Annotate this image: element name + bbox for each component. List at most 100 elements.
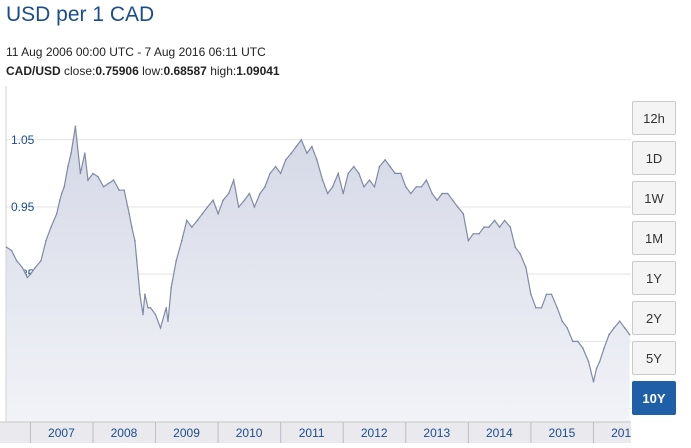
range-button-1w[interactable]: 1W: [632, 181, 676, 215]
data-point: [623, 327, 626, 329]
data-point: [159, 327, 162, 329]
series-line: [6, 126, 631, 382]
data-point: [363, 186, 365, 188]
x-tick-label: 2014: [486, 426, 513, 440]
data-point: [131, 226, 133, 228]
data-point: [503, 219, 506, 222]
data-point: [118, 189, 120, 191]
data-point: [462, 212, 465, 215]
data-point: [84, 152, 86, 154]
data-point: [321, 179, 324, 181]
data-point: [394, 172, 396, 175]
range-button-1d[interactable]: 1D: [632, 141, 676, 175]
data-point: [264, 186, 266, 188]
data-point: [97, 175, 99, 178]
data-point: [112, 179, 115, 181]
data-point: [316, 159, 318, 161]
data-point: [139, 293, 141, 296]
data-point: [175, 259, 177, 262]
data-point: [415, 186, 418, 188]
data-point: [530, 293, 532, 296]
data-point: [123, 189, 125, 191]
data-point: [232, 179, 235, 181]
data-point: [222, 199, 224, 201]
data-point: [92, 172, 94, 175]
data-point: [279, 172, 282, 175]
data-point: [191, 226, 193, 228]
data-point: [274, 165, 277, 168]
data-point: [253, 206, 256, 208]
x-tick-label: 2009: [173, 426, 200, 440]
range-button-1m[interactable]: 1M: [632, 221, 676, 255]
data-point: [45, 239, 47, 242]
data-point: [613, 327, 615, 329]
date-range: 11 Aug 2006 00:00 UTC - 7 Aug 2016 06:11…: [6, 45, 266, 59]
data-point: [26, 276, 29, 279]
data-point: [373, 186, 376, 188]
data-point: [290, 152, 293, 154]
data-point: [10, 249, 13, 252]
data-point: [165, 307, 167, 309]
data-point: [550, 293, 553, 296]
data-point: [181, 239, 183, 242]
data-point: [186, 219, 188, 222]
data-point: [295, 145, 298, 148]
data-point: [63, 186, 65, 188]
data-point: [436, 199, 438, 201]
data-point: [136, 259, 138, 262]
data-point: [259, 192, 261, 195]
data-point: [212, 199, 214, 201]
data-point: [509, 226, 512, 228]
stats-line: CAD/USD close:0.75906 low:0.68587 high:1…: [6, 64, 280, 78]
series-area: [6, 126, 630, 423]
data-point: [405, 186, 407, 188]
range-button-1y[interactable]: 1Y: [632, 261, 676, 295]
range-button-10y[interactable]: 10Y: [632, 381, 676, 415]
data-point: [284, 159, 287, 161]
data-point: [556, 307, 558, 309]
data-point: [74, 125, 77, 128]
data-point: [87, 179, 89, 181]
data-point: [358, 172, 360, 175]
x-tick-label: 2012: [361, 426, 388, 440]
data-point: [29, 273, 32, 275]
data-point: [446, 192, 449, 195]
data-point: [420, 186, 423, 188]
data-point: [311, 145, 313, 148]
data-point: [67, 165, 69, 168]
data-point: [582, 347, 584, 349]
data-point: [353, 165, 355, 168]
chart-svg: 0.650.750.850.951.0520072008200920102011…: [0, 86, 638, 443]
x-tick-label: 2016: [611, 426, 631, 440]
data-point: [603, 347, 605, 349]
data-point: [425, 179, 428, 181]
data-point: [55, 212, 58, 215]
data-point: [201, 212, 204, 215]
data-point: [167, 320, 169, 322]
data-point: [456, 206, 459, 208]
data-point: [40, 259, 42, 262]
data-point: [488, 226, 490, 228]
chart-area[interactable]: 0.650.750.850.951.0520072008200920102011…: [0, 86, 638, 443]
range-button-12h[interactable]: 12h: [632, 101, 676, 135]
data-point: [410, 192, 412, 195]
data-point: [60, 192, 63, 195]
data-point: [483, 226, 485, 228]
range-button-2y[interactable]: 2Y: [632, 301, 676, 335]
x-tick-label: 2010: [236, 426, 263, 440]
data-point: [134, 239, 136, 242]
data-point: [472, 233, 475, 235]
data-point: [618, 320, 621, 322]
range-button-5y[interactable]: 5Y: [632, 341, 676, 375]
data-point: [154, 313, 157, 316]
data-point: [525, 266, 527, 269]
data-point: [5, 246, 8, 249]
data-point: [50, 226, 52, 228]
data-point: [206, 206, 209, 208]
data-point: [21, 266, 24, 269]
data-point: [598, 360, 601, 363]
x-tick-label: 2008: [111, 426, 138, 440]
data-point: [384, 159, 386, 161]
data-point: [566, 327, 568, 329]
data-point: [59, 199, 61, 201]
